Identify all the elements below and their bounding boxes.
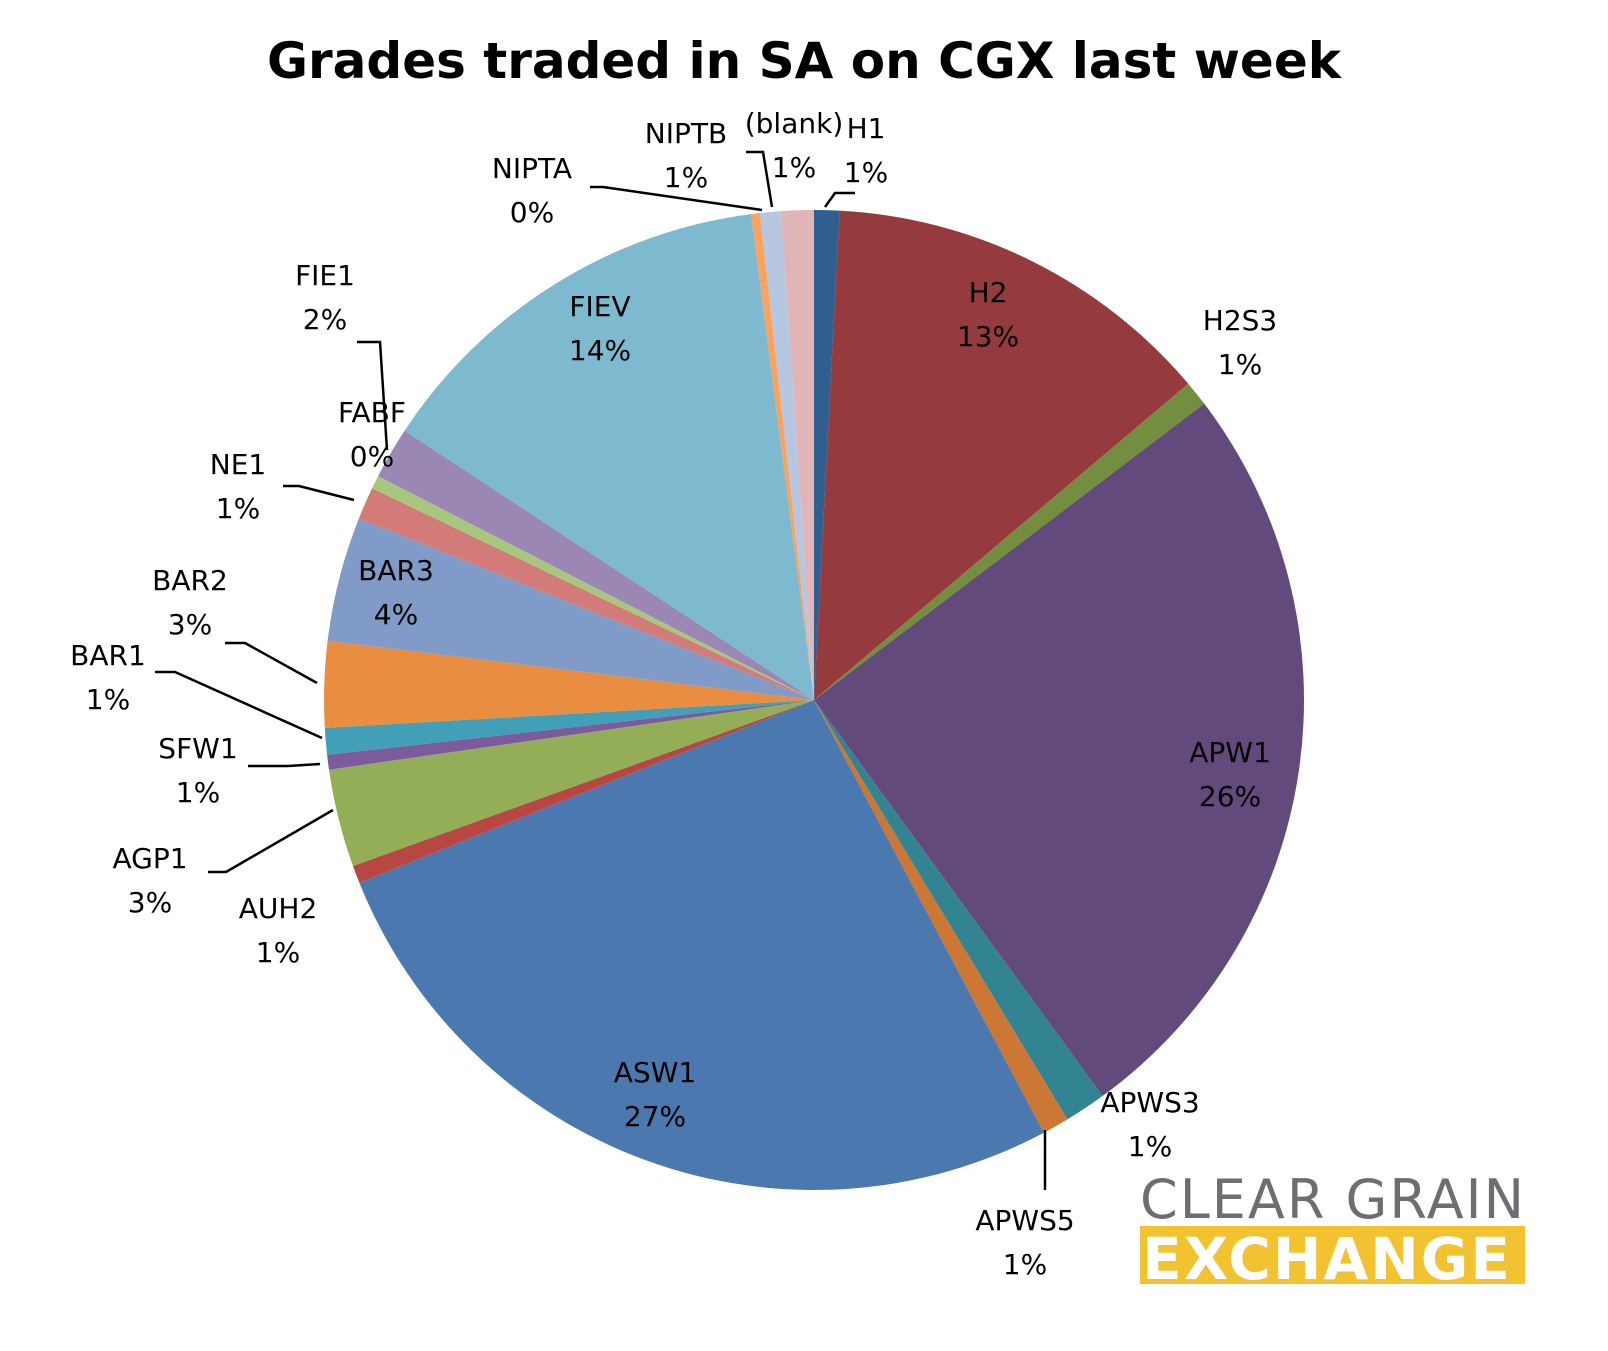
pie-slice-bar2 bbox=[323, 640, 814, 728]
slice-percent: 1% bbox=[256, 936, 300, 969]
pie-slice-fiev bbox=[404, 214, 814, 700]
logo-line2: EXCHANGE bbox=[1142, 1225, 1512, 1293]
pie-slice-bar3 bbox=[327, 518, 814, 700]
leader-line-fie1 bbox=[357, 340, 389, 451]
slice-label-nipta: NIPTA 0% bbox=[492, 152, 572, 229]
pie-slice-h2s3 bbox=[814, 383, 1205, 700]
slice-label-apws5: APWS5 1% bbox=[975, 1204, 1074, 1281]
pie-slice-h1 bbox=[814, 210, 840, 700]
slice-name: APWS3 bbox=[1100, 1086, 1199, 1119]
slice-name: H2 bbox=[969, 276, 1008, 309]
slice-percent: 3% bbox=[168, 608, 212, 641]
slice-percent: 1% bbox=[86, 683, 130, 716]
pie-slice-apw1 bbox=[814, 403, 1304, 1097]
slice-label-niptb: NIPTB 1% bbox=[645, 117, 727, 194]
pie-slices bbox=[323, 210, 1304, 1190]
slice-name: APW1 bbox=[1189, 736, 1271, 769]
logo-line1: CLEAR GRAIN bbox=[1140, 1168, 1526, 1231]
slice-percent: 1% bbox=[844, 156, 888, 189]
slice-label-bar3: BAR3 4% bbox=[358, 554, 434, 631]
slice-percent: 1% bbox=[1003, 1248, 1047, 1281]
slice-label-h2: H2 13% bbox=[957, 276, 1019, 353]
leader-line-h1 bbox=[823, 191, 855, 208]
slice-label-bar1: BAR1 1% bbox=[70, 639, 146, 716]
slice-label-h2s3: H2S3 1% bbox=[1203, 304, 1277, 381]
slice-name: FIEV bbox=[569, 290, 630, 323]
slice-percent: 1% bbox=[772, 151, 816, 184]
slice-percent: 3% bbox=[128, 886, 172, 919]
slice-percent: 14% bbox=[569, 334, 631, 367]
slice-name: H1 bbox=[847, 112, 886, 145]
slice-name: SFW1 bbox=[158, 732, 237, 765]
pie-slice-niptb bbox=[759, 211, 814, 700]
slice-name: BAR2 bbox=[152, 564, 228, 597]
slice-label-bar2: BAR2 3% bbox=[152, 564, 228, 641]
slice-label-h1: H1 1% bbox=[844, 112, 888, 189]
pie-slice-fabf bbox=[372, 476, 814, 700]
pie-slice-fie1 bbox=[378, 430, 814, 700]
pie-slice-h2 bbox=[814, 210, 1189, 701]
leader-lines bbox=[155, 150, 1047, 1190]
pie-slice-asw1 bbox=[359, 700, 1044, 1190]
leader-line-niptb bbox=[746, 150, 774, 208]
leader-line-bar2 bbox=[225, 641, 318, 685]
slice-label-ne1: NE1 1% bbox=[210, 448, 266, 525]
pie-slice-blank bbox=[780, 210, 814, 700]
chart-title: Grades traded in SA on CGX last week bbox=[267, 32, 1343, 90]
slice-percent: 4% bbox=[374, 598, 418, 631]
slice-label-auh2: AUH2 1% bbox=[239, 892, 318, 969]
slice-percent: 1% bbox=[176, 776, 220, 809]
slice-name: H2S3 bbox=[1203, 304, 1277, 337]
slice-percent: 0% bbox=[510, 196, 554, 229]
slice-name: NIPTA bbox=[492, 152, 572, 185]
slice-percent: 1% bbox=[1128, 1130, 1172, 1163]
slice-label-apws3: APWS3 1% bbox=[1100, 1086, 1199, 1163]
pie-slice-ne1 bbox=[358, 488, 814, 700]
pie-slice-sfw1 bbox=[327, 700, 814, 770]
slice-name: AUH2 bbox=[239, 892, 318, 925]
leader-line-sfw1 bbox=[248, 762, 321, 768]
slice-label-asw1: ASW1 27% bbox=[614, 1056, 696, 1133]
pie-slice-apws3 bbox=[814, 700, 1103, 1120]
slice-label-fabf: FABF 0% bbox=[338, 396, 406, 473]
slice-name: (blank) bbox=[745, 107, 844, 140]
pie-slice-apws5 bbox=[814, 700, 1068, 1133]
slice-percent: 2% bbox=[303, 303, 347, 336]
slice-name: AGP1 bbox=[112, 842, 187, 875]
slice-percent: 1% bbox=[664, 161, 708, 194]
pie-slice-auh2 bbox=[352, 700, 814, 883]
slice-label-fie1: FIE1 2% bbox=[295, 259, 355, 336]
slice-name: APWS5 bbox=[975, 1204, 1074, 1237]
slice-name: NE1 bbox=[210, 448, 266, 481]
slice-name: ASW1 bbox=[614, 1056, 696, 1089]
slice-label-sfw1: SFW1 1% bbox=[158, 732, 237, 809]
slice-percent: 27% bbox=[624, 1100, 686, 1133]
pie-slice-nipta bbox=[750, 212, 814, 701]
slice-percent: 1% bbox=[216, 492, 260, 525]
slice-percent: 1% bbox=[1218, 348, 1262, 381]
slice-name: FABF bbox=[338, 396, 406, 429]
slice-label-agp1: AGP1 3% bbox=[112, 842, 187, 919]
slice-name: BAR1 bbox=[70, 639, 146, 672]
slice-labels: H1 1%H2 13% H2S3 1%APW1 26%APWS3 1%APWS5 1%ASW1… bbox=[70, 107, 1277, 1281]
leader-line-bar1 bbox=[155, 670, 323, 740]
slice-percent: 13% bbox=[957, 320, 1019, 353]
slice-label-blank: (blank) 1% bbox=[745, 107, 844, 184]
slice-label-fiev: FIEV 14% bbox=[569, 290, 631, 367]
slice-name: NIPTB bbox=[645, 117, 727, 150]
slice-percent: 26% bbox=[1199, 780, 1261, 813]
slice-name: BAR3 bbox=[358, 554, 434, 587]
clear-grain-exchange-logo: CLEAR GRAIN EXCHANGE bbox=[1140, 1168, 1526, 1293]
pie-slice-agp1 bbox=[328, 700, 814, 866]
slice-name: FIE1 bbox=[295, 259, 355, 292]
leader-line-agp1 bbox=[208, 808, 334, 874]
leader-line-ne1 bbox=[283, 484, 355, 502]
pie-slice-bar1 bbox=[324, 700, 814, 755]
slice-percent: 0% bbox=[350, 440, 394, 473]
slice-label-apw1: APW1 26% bbox=[1189, 736, 1271, 813]
leader-line-nipta bbox=[590, 185, 763, 212]
logo-band bbox=[1140, 1226, 1525, 1284]
